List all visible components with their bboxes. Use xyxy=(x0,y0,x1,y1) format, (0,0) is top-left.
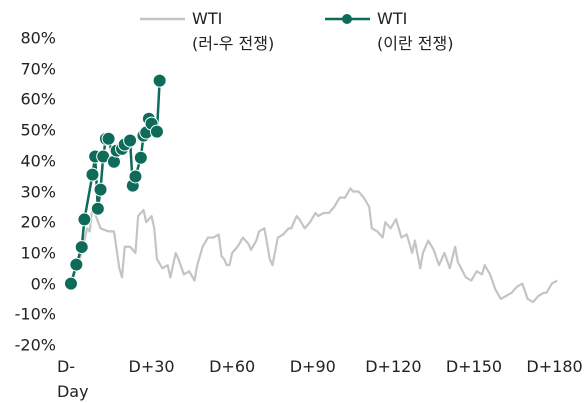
marker xyxy=(85,167,100,182)
marker xyxy=(63,276,78,291)
y-tick-label: 40% xyxy=(20,151,56,171)
marker xyxy=(149,124,164,139)
y-tick-label: -20% xyxy=(14,335,56,355)
legend-marker xyxy=(342,14,352,24)
marker xyxy=(77,212,92,227)
marker xyxy=(90,201,105,216)
marker xyxy=(101,131,116,146)
y-tick-label: 30% xyxy=(20,182,56,201)
marker xyxy=(93,182,108,197)
marker xyxy=(69,257,84,272)
y-tick-label: 0% xyxy=(30,274,56,294)
y-tick-label: 20% xyxy=(20,212,56,232)
y-tick-label: 50% xyxy=(20,120,56,140)
marker xyxy=(152,73,167,88)
y-tick-label: 10% xyxy=(20,243,56,263)
x-tick-label: D+30 xyxy=(128,357,175,376)
marker xyxy=(128,169,143,184)
marker xyxy=(74,240,89,255)
y-tick-label: -10% xyxy=(14,304,56,324)
x-tick-label: D+150 xyxy=(445,357,503,376)
y-tick-label: 60% xyxy=(20,89,56,109)
x-tick-label: D+60 xyxy=(209,357,256,376)
y-tick-label: 70% xyxy=(20,59,56,79)
x-tick-label: D-Day xyxy=(56,357,89,401)
legend-label: WTI (러-우 전쟁) xyxy=(192,9,275,53)
x-tick-label: D+180 xyxy=(526,357,583,376)
marker xyxy=(123,133,138,148)
x-tick-label: D+90 xyxy=(289,357,336,376)
y-tick-label: 80% xyxy=(20,28,56,48)
line xyxy=(69,187,558,304)
x-tick-label: D+120 xyxy=(365,357,422,376)
marker xyxy=(133,150,148,165)
legend-label: WTI (이란 전쟁) xyxy=(377,9,454,53)
